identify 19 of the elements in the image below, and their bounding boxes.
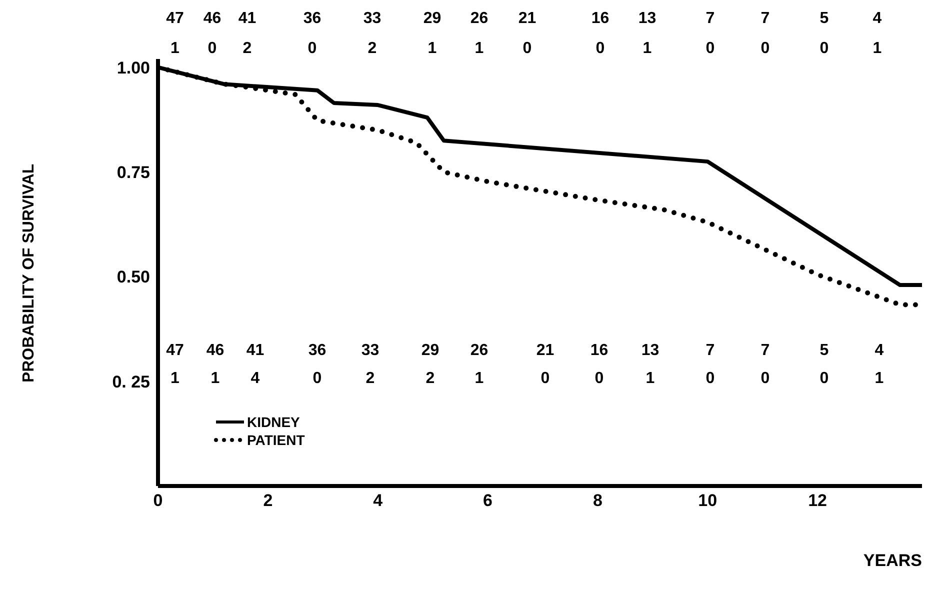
y-tick-label: 0.50 <box>116 268 150 287</box>
legend-label: PATIENT <box>247 432 305 448</box>
y-tick-label: 0.75 <box>116 163 150 182</box>
x-tick-label: 8 <box>592 491 602 510</box>
text: 47 46 41 36 33 29 26 21 16 13 7 7 5 4 <box>166 10 882 26</box>
legend-label: KIDNEY <box>247 414 300 430</box>
text: 1 0 2 0 2 1 1 0 0 1 0 0 0 1 <box>170 40 882 56</box>
x-tick-label: 4 <box>373 491 384 510</box>
x-tick-label: 12 <box>808 491 828 510</box>
x-tick-label: 0 <box>153 491 163 510</box>
x-tick-label: 2 <box>263 491 273 510</box>
x-tick-label: 10 <box>698 491 718 510</box>
text: 1 1 4 0 2 2 1 0 0 1 0 0 0 1 <box>170 370 884 386</box>
text: 47 46 41 36 33 29 26 21 16 13 7 7 5 4 <box>166 342 884 358</box>
y-axis-title: PROBABILITY OF SURVIVAL <box>20 164 38 382</box>
y-tick-label: 1.00 <box>116 58 150 78</box>
y-tick-label: 0. 25 <box>112 372 150 392</box>
x-axis-title: YEARS <box>863 551 922 570</box>
x-tick-label: 6 <box>483 491 493 510</box>
